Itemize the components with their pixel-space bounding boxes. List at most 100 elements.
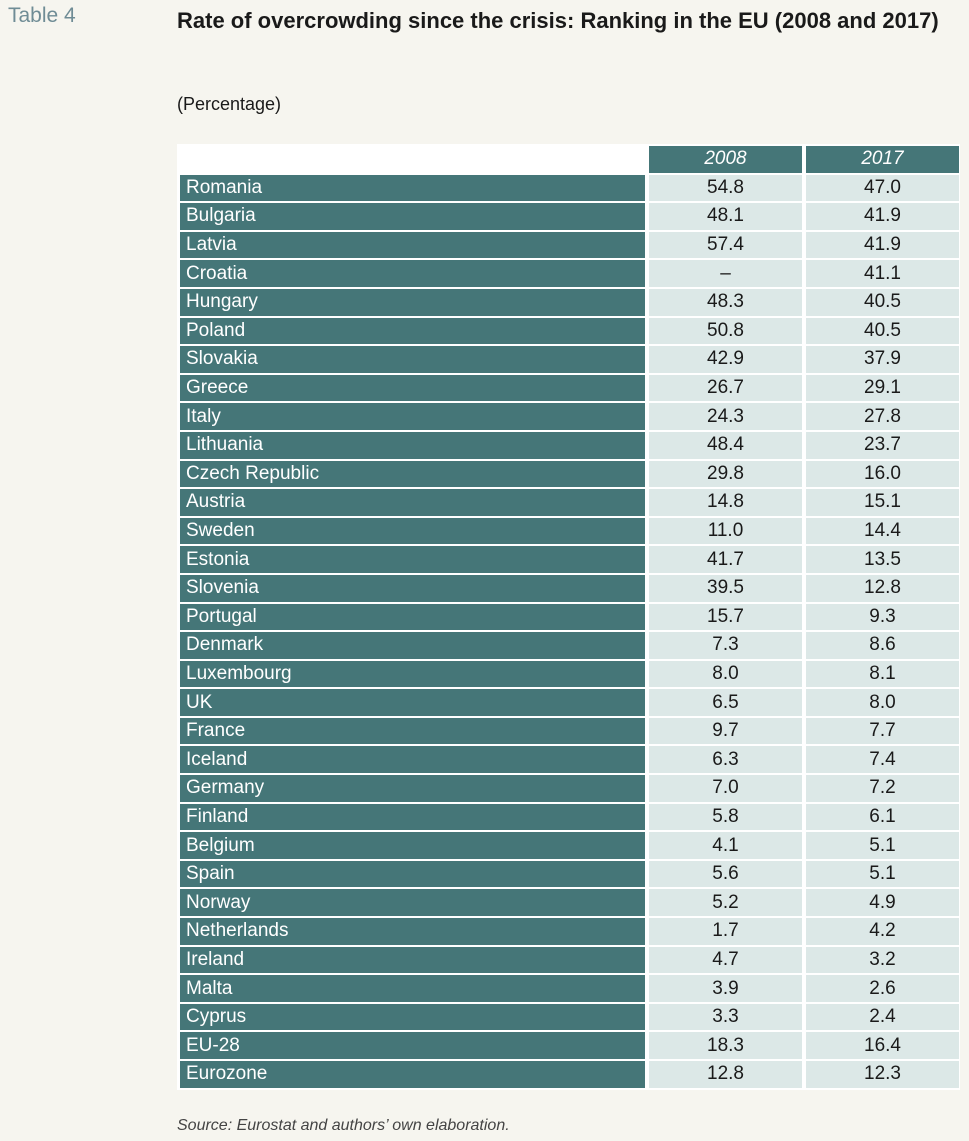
country-cell: Eurozone [180, 1061, 645, 1088]
country-cell: UK [180, 689, 645, 716]
table-row: Ireland 4.7 3.2 [177, 946, 960, 976]
value-2017-cell: 4.2 [806, 918, 959, 945]
overcrowding-table: 2008 2017 Romania 54.8 47.0 Bulgaria 48.1 41.… [177, 144, 960, 1090]
value-2008-cell: 12.8 [649, 1061, 802, 1088]
table-row: Germany 7.0 7.2 [177, 775, 960, 804]
table-row: Belgium 4.1 5.1 [177, 832, 960, 861]
table-row: Poland 50.8 40.5 [177, 317, 960, 347]
country-cell: EU-28 [180, 1032, 645, 1059]
table-number-label: Table 4 [8, 4, 76, 27]
country-cell: Netherlands [180, 918, 645, 945]
unit-subtitle: (Percentage) [177, 94, 282, 114]
column-header-2008: 2008 [649, 146, 802, 173]
value-2008-cell: 1.7 [649, 918, 802, 945]
country-cell: Romania [180, 174, 645, 202]
table-row: Finland 5.8 6.1 [177, 803, 960, 833]
value-2008-cell: 41.7 [649, 546, 802, 573]
value-2017-cell: 8.6 [806, 632, 959, 659]
value-2008-cell: 15.7 [649, 603, 802, 631]
value-2008-cell: 18.3 [649, 1032, 802, 1059]
value-2008-cell: 8.0 [649, 660, 802, 688]
value-2017-cell: 41.1 [806, 260, 959, 287]
value-2017-cell: 37.9 [806, 346, 959, 373]
table-row: Croatia –41.1 [177, 260, 960, 289]
value-2017-cell: 2.4 [806, 1003, 959, 1031]
value-2017-cell: 4.9 [806, 889, 959, 917]
country-cell: Norway [180, 889, 645, 917]
table-row: Latvia 57.4 41.9 [177, 231, 960, 261]
value-2008-cell: 9.7 [649, 717, 802, 745]
value-2008-cell: 48.1 [649, 203, 802, 230]
country-cell: Sweden [180, 517, 645, 545]
table-row: Romania 54.8 47.0 [177, 174, 960, 204]
country-cell: Luxembourg [180, 660, 645, 688]
value-2008-cell: 54.8 [649, 174, 802, 202]
value-2017-cell: 7.7 [806, 717, 959, 745]
column-header-2017: 2017 [806, 146, 959, 173]
value-2008-cell: 39.5 [649, 574, 802, 602]
country-cell: Germany [180, 775, 645, 802]
value-2017-cell: 15.1 [806, 489, 959, 516]
country-cell: Slovakia [180, 346, 645, 373]
value-2008-cell: 14.8 [649, 489, 802, 516]
value-2008-cell: – [649, 260, 802, 287]
table-row: Denmark 7.3 8.6 [177, 632, 960, 661]
value-2017-cell: 8.1 [806, 660, 959, 688]
table-row: Sweden 11.0 14.4 [177, 517, 960, 547]
table-row: Norway 5.2 4.9 [177, 889, 960, 918]
source-note: Source: Eurostat and authors’ own elabor… [177, 1117, 510, 1134]
value-2008-cell: 7.0 [649, 775, 802, 802]
value-2008-cell: 57.4 [649, 231, 802, 259]
value-2017-cell: 41.9 [806, 203, 959, 230]
table-row: UK 6.5 8.0 [177, 689, 960, 718]
table-row: Malta 3.9 2.6 [177, 975, 960, 1004]
value-2017-cell: 27.8 [806, 403, 959, 430]
country-cell: Italy [180, 403, 645, 430]
country-cell: Greece [180, 374, 645, 402]
value-2017-cell: 40.5 [806, 288, 959, 316]
table-row: France 9.7 7.7 [177, 717, 960, 747]
value-2008-cell: 29.8 [649, 460, 802, 488]
value-2008-cell: 6.3 [649, 746, 802, 774]
value-2017-cell: 23.7 [806, 431, 959, 459]
value-2017-cell: 16.4 [806, 1032, 959, 1059]
table-row: Netherlands 1.7 4.2 [177, 918, 960, 947]
table-row: Bulgaria 48.1 41.9 [177, 203, 960, 232]
value-2017-cell: 12.8 [806, 574, 959, 602]
value-2008-cell: 42.9 [649, 346, 802, 373]
value-2017-cell: 16.0 [806, 460, 959, 488]
value-2008-cell: 48.3 [649, 288, 802, 316]
value-2008-cell: 5.8 [649, 803, 802, 831]
value-2008-cell: 4.1 [649, 832, 802, 859]
value-2008-cell: 3.3 [649, 1003, 802, 1031]
value-2017-cell: 6.1 [806, 803, 959, 831]
value-2008-cell: 5.2 [649, 889, 802, 917]
country-cell: Denmark [180, 632, 645, 659]
country-cell: France [180, 717, 645, 745]
table-row: Cyprus 3.3 2.4 [177, 1003, 960, 1033]
country-cell: Latvia [180, 231, 645, 259]
table-body: Romania 54.8 47.0 Bulgaria 48.1 41.9 Latvia 57.… [177, 174, 960, 1090]
country-cell: Finland [180, 803, 645, 831]
table-row: Estonia 41.7 13.5 [177, 546, 960, 575]
country-cell: Bulgaria [180, 203, 645, 230]
country-cell: Malta [180, 975, 645, 1002]
value-2017-cell: 5.1 [806, 832, 959, 859]
value-2017-cell: 29.1 [806, 374, 959, 402]
table-row: Slovenia 39.5 12.8 [177, 574, 960, 604]
header-blank-cell [180, 146, 645, 173]
table-row: Lithuania 48.4 23.7 [177, 431, 960, 461]
country-cell: Hungary [180, 288, 645, 316]
country-cell: Poland [180, 317, 645, 345]
table-row: Luxembourg 8.0 8.1 [177, 660, 960, 690]
value-2017-cell: 40.5 [806, 317, 959, 345]
country-cell: Portugal [180, 603, 645, 631]
value-2017-cell: 2.6 [806, 975, 959, 1002]
value-2008-cell: 3.9 [649, 975, 802, 1002]
table-row: Spain 5.6 5.1 [177, 860, 960, 890]
country-cell: Austria [180, 489, 645, 516]
value-2008-cell: 24.3 [649, 403, 802, 430]
country-cell: Czech Republic [180, 460, 645, 488]
country-cell: Iceland [180, 746, 645, 774]
table-header-row: 2008 2017 [177, 146, 960, 175]
